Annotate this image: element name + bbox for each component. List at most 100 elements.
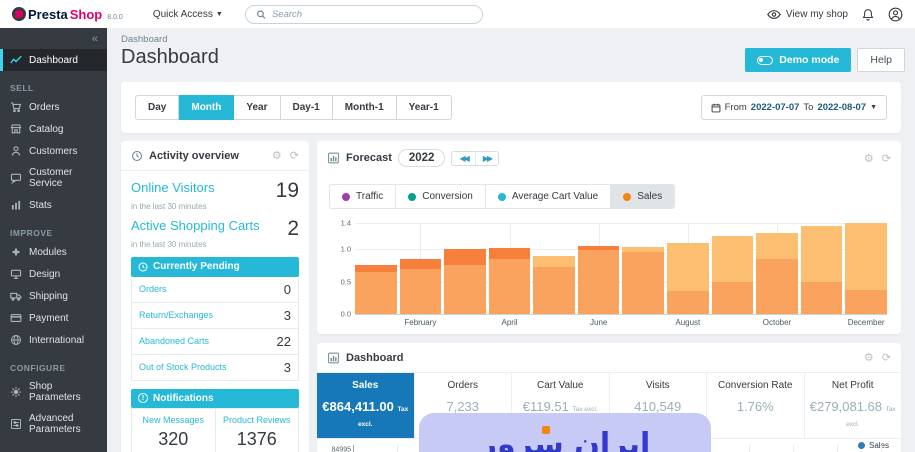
sidebar-section-sell: SELL — [10, 83, 34, 93]
range-button-group: Day Month Year Day-1 Month-1 Year-1 — [135, 95, 452, 120]
bar-segment-base — [444, 264, 486, 314]
range-button-month[interactable]: Month — [179, 95, 235, 120]
quick-access-dropdown[interactable]: Quick Access ▼ — [153, 9, 223, 20]
sales-dot-icon — [623, 192, 632, 201]
pending-row-orders[interactable]: Orders 0 — [132, 277, 298, 302]
previous-year-button[interactable]: ◀◀ — [459, 153, 469, 163]
range-button-year[interactable]: Year — [234, 95, 281, 120]
forecast-bar-february[interactable] — [399, 223, 442, 314]
legend-conversion[interactable]: Conversion — [395, 185, 485, 208]
gear-icon[interactable]: ⚙ — [863, 152, 874, 165]
x-tick-label: April — [501, 318, 518, 327]
legend-sales[interactable]: Sales — [610, 185, 675, 208]
sidebar-item-catalog[interactable]: Catalog — [0, 118, 107, 140]
bar-segment-top — [711, 236, 754, 282]
refresh-icon[interactable]: ⟳ — [881, 352, 891, 364]
sidebar-item-design[interactable]: Design — [0, 263, 107, 285]
forecast-bar-october[interactable] — [756, 223, 798, 314]
forecast-bar-july[interactable] — [622, 223, 665, 314]
forecast-x-axis: February April June August October December — [355, 318, 887, 328]
pending-row-abandoned-carts[interactable]: Abandoned Carts 22 — [132, 327, 298, 354]
bar-segment-top — [667, 242, 709, 291]
sidebar-item-dashboard[interactable]: Dashboard — [0, 49, 107, 71]
metric-conversion-rate[interactable]: Conversion Rate 1.76% — [707, 373, 805, 438]
metric-label: Visits — [645, 380, 670, 391]
bar-segment-base — [845, 289, 887, 314]
date-to-label: To — [803, 102, 814, 113]
panel-title: Dashboard — [346, 351, 404, 364]
range-button-day[interactable]: Day — [135, 95, 180, 120]
search-input[interactable] — [271, 8, 472, 20]
metric-net-profit[interactable]: Net Profit €279,081.68 Tax excl. — [805, 373, 902, 438]
pending-row-returns[interactable]: Return/Exchanges 3 — [132, 301, 298, 328]
y-tick-label: 1.0 — [340, 244, 351, 254]
row-label: Abandoned Carts — [139, 336, 210, 346]
sidebar-item-advanced-parameters[interactable]: Advanced Parameters — [0, 408, 107, 440]
avatar[interactable] — [888, 7, 903, 22]
forecast-bar-november[interactable] — [800, 223, 843, 314]
sidebar-item-payment[interactable]: Payment — [0, 307, 107, 329]
exclamation-circle-icon: ! — [138, 393, 148, 404]
demo-mode-button[interactable]: Demo mode — [745, 48, 852, 72]
sidebar-item-shipping[interactable]: Shipping — [0, 285, 107, 307]
main-content: Dashboard Dashboard Demo mode Help Day M… — [107, 28, 915, 452]
x-tick-label — [444, 318, 486, 328]
gear-icon[interactable]: ⚙ — [863, 352, 874, 364]
sidebar-item-orders[interactable]: Orders — [0, 96, 107, 118]
forecast-bar-september[interactable] — [711, 223, 754, 314]
sidebar-item-international[interactable]: International — [0, 329, 107, 351]
watermark-orange-dot — [541, 426, 550, 435]
range-button-year-1[interactable]: Year-1 — [396, 95, 452, 120]
metric-visits[interactable]: Visits 410,549 — [610, 373, 707, 438]
sidebar-item-customer-service[interactable]: Customer Service — [0, 162, 107, 194]
range-button-day-1[interactable]: Day-1 — [280, 95, 333, 120]
help-button[interactable]: Help — [857, 48, 905, 72]
sidebar-item-stats[interactable]: Stats — [0, 194, 107, 216]
range-button-month-1[interactable]: Month-1 — [332, 95, 397, 120]
metric-value: 1.76% — [736, 399, 774, 414]
prestashop-logo[interactable]: Presta Shop 8.0.0 — [12, 7, 123, 22]
next-year-button[interactable]: ▶▶ — [474, 151, 498, 165]
refresh-icon[interactable]: ⟳ — [289, 150, 299, 162]
legend-traffic[interactable]: Traffic — [330, 185, 396, 208]
metric-orders[interactable]: Orders 7,233 — [415, 373, 512, 438]
sidebar-item-modules[interactable]: Modules — [0, 241, 107, 263]
active-carts-link[interactable]: Active Shopping Carts — [131, 218, 260, 233]
sidebar-item-label: Shipping — [29, 290, 68, 302]
sidebar-item-shop-parameters[interactable]: Shop Parameters — [0, 376, 107, 408]
gear-icon[interactable]: ⚙ — [271, 150, 282, 162]
monitor-icon — [10, 269, 22, 279]
online-visitors-value: 19 — [275, 179, 299, 202]
pending-row-out-of-stock[interactable]: Out of Stock Products 3 — [132, 353, 298, 380]
notifications-columns: New Messages 320 Product Reviews 1376 — [131, 408, 299, 452]
global-search[interactable] — [244, 4, 483, 24]
date-range-button[interactable]: From 2022-07-07 To 2022-08-07 ▼ — [700, 95, 887, 120]
forecast-bar-march[interactable] — [444, 223, 486, 314]
sidebar-collapse-button[interactable]: « — [0, 28, 107, 49]
forecast-bar-january[interactable] — [355, 223, 397, 314]
dashboard-chart-icon — [10, 55, 22, 64]
bar-segment-top — [800, 226, 843, 282]
legend-label: Traffic — [356, 191, 384, 202]
forecast-bar-august[interactable] — [667, 223, 709, 314]
product-reviews-cell[interactable]: Product Reviews 1376 — [214, 409, 299, 452]
online-visitors-link[interactable]: Online Visitors — [131, 180, 215, 195]
refresh-icon[interactable]: ⟳ — [881, 152, 891, 165]
legend-average-cart-value[interactable]: Average Cart Value — [484, 185, 611, 208]
forecast-bar-may[interactable] — [533, 223, 575, 314]
forecast-bar-december[interactable] — [845, 223, 887, 314]
forecast-panel: Forecast 2022 ◀◀ ▶▶ ⚙ ⟳ Traffic — [317, 141, 901, 334]
forecast-bar-june[interactable] — [577, 223, 620, 314]
bell-icon[interactable] — [862, 8, 874, 21]
metric-cart-value[interactable]: Cart Value €119.51 Tax excl. — [512, 373, 610, 438]
bar-segment-base — [800, 281, 843, 314]
sidebar-item-customers[interactable]: Customers — [0, 140, 107, 162]
metric-sales[interactable]: Sales €864,411.00 Tax excl. — [317, 373, 415, 438]
view-my-shop-link[interactable]: View my shop — [767, 9, 848, 20]
date-to-value: 2022-08-07 — [817, 102, 867, 113]
breadcrumb[interactable]: Dashboard — [121, 34, 168, 45]
new-messages-cell[interactable]: New Messages 320 — [132, 409, 215, 452]
sidebar-item-label: Shop Parameters — [29, 381, 81, 403]
forecast-bar-april[interactable] — [488, 223, 531, 314]
